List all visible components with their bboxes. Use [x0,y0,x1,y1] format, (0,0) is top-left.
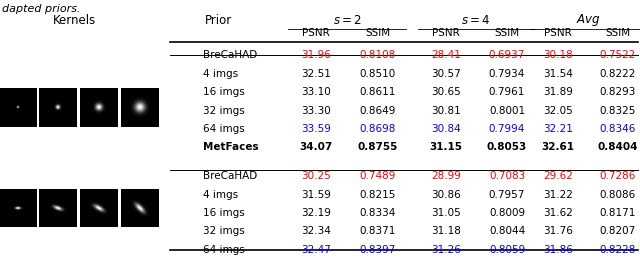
Text: 32.51: 32.51 [301,69,331,78]
Text: 31.62: 31.62 [543,208,573,218]
Text: 0.8086: 0.8086 [600,189,636,199]
Text: 0.8649: 0.8649 [360,106,396,116]
Text: Prior: Prior [204,13,232,27]
Text: 0.8009: 0.8009 [489,208,525,218]
Text: $s=2$: $s=2$ [333,13,362,27]
Text: Kernels: Kernels [53,13,97,27]
Text: 31.22: 31.22 [543,189,573,199]
Text: 33.30: 33.30 [301,106,331,116]
Text: BreCaHAD: BreCaHAD [203,50,257,60]
Text: BreCaHAD: BreCaHAD [203,171,257,181]
Text: 31.54: 31.54 [543,69,573,78]
Text: 0.8053: 0.8053 [487,142,527,152]
Text: 31.26: 31.26 [431,245,461,255]
Text: 0.8698: 0.8698 [360,124,396,134]
Text: SSIM: SSIM [605,28,630,38]
Text: 0.8215: 0.8215 [360,189,396,199]
Text: 0.8755: 0.8755 [358,142,398,152]
Text: 32 imgs: 32 imgs [203,106,244,116]
Text: 31.86: 31.86 [543,245,573,255]
Text: PSNR: PSNR [544,28,572,38]
Text: 0.8334: 0.8334 [360,208,396,218]
Text: $s=4$: $s=4$ [461,13,491,27]
Text: 0.8397: 0.8397 [360,245,396,255]
Text: 0.8001: 0.8001 [489,106,525,116]
Text: 28.41: 28.41 [431,50,461,60]
Text: 0.8171: 0.8171 [600,208,636,218]
Text: 64 imgs: 64 imgs [203,124,244,134]
Text: 32.61: 32.61 [541,142,575,152]
Text: 0.8222: 0.8222 [600,69,636,78]
Text: 28.99: 28.99 [431,171,461,181]
Text: 16 imgs: 16 imgs [203,87,244,97]
Text: SSIM: SSIM [365,28,390,38]
Text: $Avg$: $Avg$ [576,12,600,28]
Text: 0.7934: 0.7934 [489,69,525,78]
Text: 31.05: 31.05 [431,208,461,218]
Text: 0.8207: 0.8207 [600,227,636,237]
Text: 0.8044: 0.8044 [489,227,525,237]
Text: 30.65: 30.65 [431,87,461,97]
Text: 0.8325: 0.8325 [600,106,636,116]
Text: 32.05: 32.05 [543,106,573,116]
Text: 0.8611: 0.8611 [360,87,396,97]
Text: SSIM: SSIM [495,28,520,38]
Text: 0.8059: 0.8059 [489,245,525,255]
Text: MetFaces: MetFaces [203,142,259,152]
Text: 0.7286: 0.7286 [600,171,636,181]
Text: 33.59: 33.59 [301,124,331,134]
Text: 33.10: 33.10 [301,87,331,97]
Text: 4 imgs: 4 imgs [203,189,238,199]
Text: 32.21: 32.21 [543,124,573,134]
Text: 4 imgs: 4 imgs [203,69,238,78]
Text: 32.34: 32.34 [301,227,331,237]
Text: 0.7522: 0.7522 [600,50,636,60]
Text: 30.86: 30.86 [431,189,461,199]
Text: PSNR: PSNR [302,28,330,38]
Text: 0.7957: 0.7957 [489,189,525,199]
Text: 31.96: 31.96 [301,50,331,60]
Text: 31.89: 31.89 [543,87,573,97]
Text: 34.07: 34.07 [300,142,333,152]
Text: 0.6937: 0.6937 [489,50,525,60]
Text: 31.15: 31.15 [429,142,463,152]
Text: 30.25: 30.25 [301,171,331,181]
Text: 0.8228: 0.8228 [600,245,636,255]
Text: 30.57: 30.57 [431,69,461,78]
Text: 32.19: 32.19 [301,208,331,218]
Text: 31.18: 31.18 [431,227,461,237]
Text: 64 imgs: 64 imgs [203,245,244,255]
Text: dapted priors.: dapted priors. [2,4,81,14]
Text: 32 imgs: 32 imgs [203,227,244,237]
Text: 30.84: 30.84 [431,124,461,134]
Text: 31.76: 31.76 [543,227,573,237]
Text: 0.8404: 0.8404 [598,142,638,152]
Text: 0.8293: 0.8293 [600,87,636,97]
Text: 16 imgs: 16 imgs [203,208,244,218]
Text: 30.18: 30.18 [543,50,573,60]
Text: 32.47: 32.47 [301,245,331,255]
Text: 0.8510: 0.8510 [360,69,396,78]
Text: 0.7489: 0.7489 [360,171,396,181]
Text: 30.81: 30.81 [431,106,461,116]
Text: 31.59: 31.59 [301,189,331,199]
Text: 0.8346: 0.8346 [600,124,636,134]
Text: 0.8371: 0.8371 [360,227,396,237]
Text: 0.7083: 0.7083 [489,171,525,181]
Text: PSNR: PSNR [432,28,460,38]
Text: 29.62: 29.62 [543,171,573,181]
Text: 0.7994: 0.7994 [489,124,525,134]
Text: 0.8108: 0.8108 [360,50,396,60]
Text: 0.7961: 0.7961 [489,87,525,97]
